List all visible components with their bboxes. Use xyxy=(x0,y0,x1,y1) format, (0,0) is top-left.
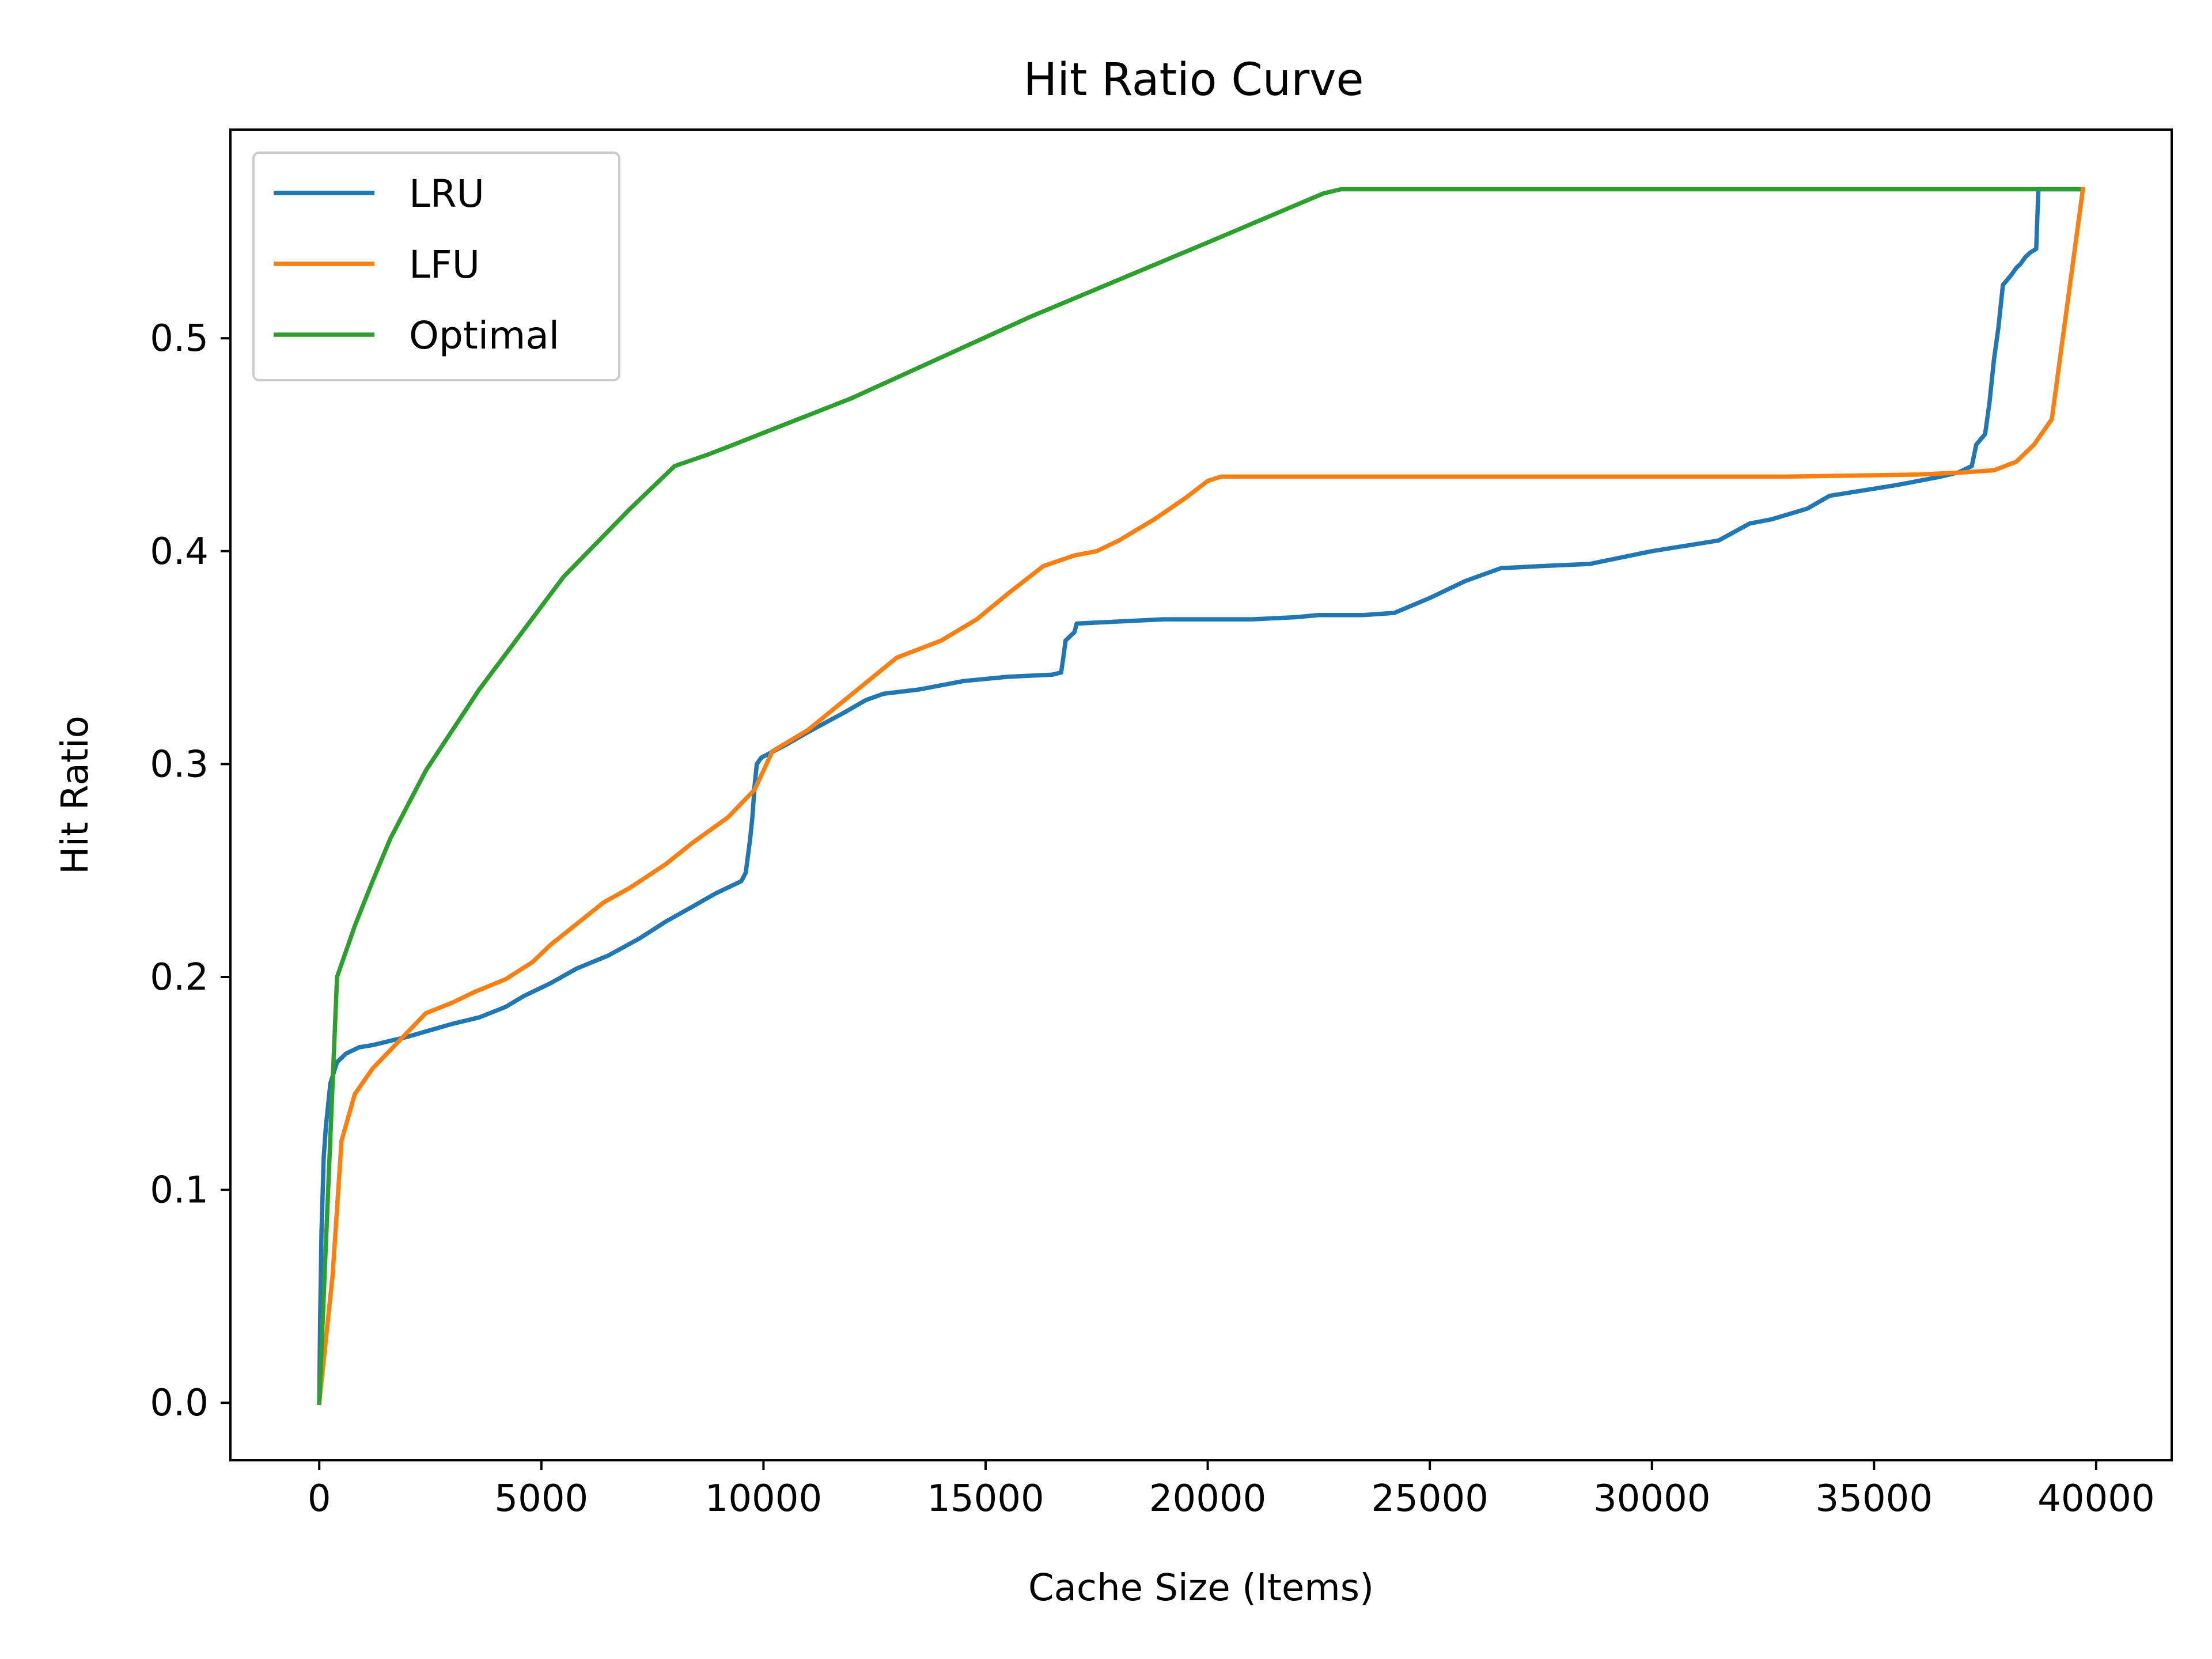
legend-label-optimal: Optimal xyxy=(409,313,559,358)
chart-title: Hit Ratio Curve xyxy=(1024,54,1364,106)
x-axis-ticks: 0 5000 10000 15000 20000 25000 30000 35000 40000 xyxy=(308,1460,2155,1520)
plot-area xyxy=(317,187,2086,1406)
legend-label-lru: LRU xyxy=(409,172,484,216)
series-line-lfu xyxy=(317,187,2086,1406)
y-tick-label: 0.2 xyxy=(150,956,209,999)
legend: LRU LFU Optimal xyxy=(252,151,620,381)
series-line-lru xyxy=(317,187,2081,1405)
plot-frame xyxy=(229,128,2173,1461)
y-tick-label: 0.4 xyxy=(150,531,209,573)
x-tick-label: 0 xyxy=(308,1478,331,1520)
y-axis-label: Hit Ratio xyxy=(54,715,97,874)
y-axis-ticks: 0.0 0.1 0.2 0.3 0.4 0.5 xyxy=(150,317,230,1425)
x-tick-label: 35000 xyxy=(1816,1478,1933,1520)
y-tick-label: 0.0 xyxy=(150,1382,209,1425)
y-tick-label: 0.5 xyxy=(150,317,209,360)
x-tick-label: 5000 xyxy=(494,1478,588,1520)
legend-label-lfu: LFU xyxy=(409,243,480,287)
x-tick-label: 15000 xyxy=(927,1478,1044,1520)
y-tick-label: 0.1 xyxy=(150,1169,209,1212)
legend-box xyxy=(252,151,620,381)
x-tick-label: 40000 xyxy=(2037,1478,2155,1520)
x-tick-label: 20000 xyxy=(1149,1478,1267,1520)
x-tick-label: 30000 xyxy=(1593,1478,1711,1520)
x-tick-label: 10000 xyxy=(705,1478,823,1520)
x-axis-label: Cache Size (Items) xyxy=(1028,1567,1374,1609)
x-tick-label: 25000 xyxy=(1371,1478,1488,1520)
y-tick-label: 0.3 xyxy=(150,743,209,786)
series-line-optimal xyxy=(317,187,2081,1406)
